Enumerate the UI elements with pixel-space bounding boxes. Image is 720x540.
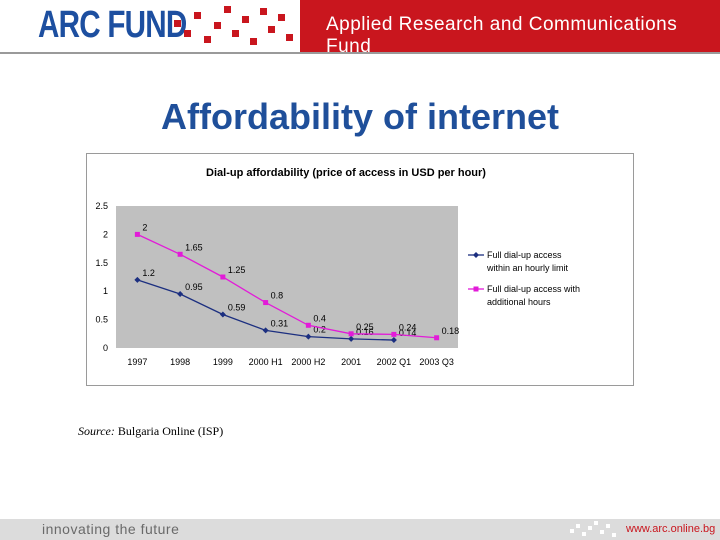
x-axis: 1997 1998 1999 2000 H1 2000 H2 2001 2002 Q1 200… [127, 357, 454, 367]
legend: Full dial-up access within an hourly limi… [463, 241, 631, 309]
legend-label: Full dial-up access within an hourly limi… [486, 250, 569, 273]
legend-marker [473, 286, 479, 292]
data-point [262, 327, 269, 334]
series-layer: 1.2 0.95 0.59 0.31 0.2 0.16 0.14 2 1.65 1.25 0.8 0.… [134, 222, 460, 344]
footer [0, 519, 720, 540]
header-divider [0, 52, 720, 54]
source-note: Source: Bulgaria Online (ISP) [78, 424, 223, 439]
source-label: Source: [78, 424, 115, 438]
chart-title: Dial-up affordability (price of access i… [206, 167, 486, 179]
series-line [137, 233, 437, 339]
data-label: 0.2 [313, 325, 326, 335]
data-point [305, 322, 311, 328]
footer-slogan: innovating the future [42, 521, 180, 537]
data-label: 2 [142, 222, 147, 232]
data-label: 0.24 [399, 322, 417, 332]
x-tick-label: 2000 H1 [249, 357, 283, 367]
x-tick-label: 1998 [170, 357, 190, 367]
data-label: 0.31 [271, 318, 289, 328]
footer-decorative-squares [570, 521, 616, 537]
chart: Dial-up affordability (price of access i… [86, 153, 634, 386]
slide-title: Affordability of internet [161, 96, 559, 137]
data-label: 0.8 [271, 291, 284, 301]
y-tick-label: 1.5 [95, 258, 108, 268]
data-label: 0.4 [313, 313, 326, 323]
data-label: 1.65 [185, 242, 203, 252]
data-label: 0.14 [399, 328, 417, 338]
data-label: 0.25 [356, 322, 374, 332]
legend-box [463, 241, 631, 309]
legend-marker [473, 252, 479, 258]
x-tick-label: 2002 Q1 [377, 357, 412, 367]
x-tick-label: 1999 [213, 357, 233, 367]
data-point [220, 274, 226, 280]
header-banner [300, 0, 720, 52]
data-label: 0.59 [228, 302, 246, 312]
data-point [134, 231, 140, 237]
data-point [177, 291, 184, 298]
data-point [177, 251, 183, 257]
data-point [390, 337, 397, 344]
data-point [434, 335, 440, 341]
x-tick-label: 1997 [127, 357, 147, 367]
y-tick-label: 0.5 [95, 315, 108, 325]
header-tagline: Applied Research and Communications Fund [326, 14, 678, 57]
footer-url[interactable]: www.arc.online.bg [626, 523, 716, 535]
x-tick-label: 2000 H2 [291, 357, 325, 367]
y-tick-label: 2 [103, 229, 108, 239]
source-text: Bulgaria Online (ISP) [114, 424, 224, 438]
data-point [134, 276, 141, 283]
arc-fund-logo: ARC FUND [38, 4, 187, 46]
data-point [348, 335, 355, 342]
data-label: 0.16 [356, 327, 374, 337]
data-point [305, 333, 312, 340]
data-point [348, 331, 354, 337]
x-tick-label: 2001 [341, 357, 361, 367]
data-label: 1.25 [228, 265, 246, 275]
data-label: 0.95 [185, 282, 203, 292]
y-tick-label: 0 [103, 343, 108, 353]
data-point [219, 311, 226, 318]
y-axis: 0 0.5 1 1.5 2 2.5 [95, 201, 108, 353]
x-tick-label: 2003 Q3 [419, 357, 454, 367]
data-point [391, 331, 397, 337]
plot-area [116, 206, 458, 348]
y-tick-label: 1 [103, 286, 108, 296]
header: ARC FUND Applied Research and Communicat… [0, 0, 720, 57]
data-label: 1.2 [142, 268, 155, 278]
data-point [263, 300, 269, 306]
decorative-squares [174, 6, 293, 45]
data-label: 0.18 [442, 326, 460, 336]
legend-label: Full dial-up access with additional hours [487, 284, 580, 307]
y-tick-label: 2.5 [95, 201, 108, 211]
